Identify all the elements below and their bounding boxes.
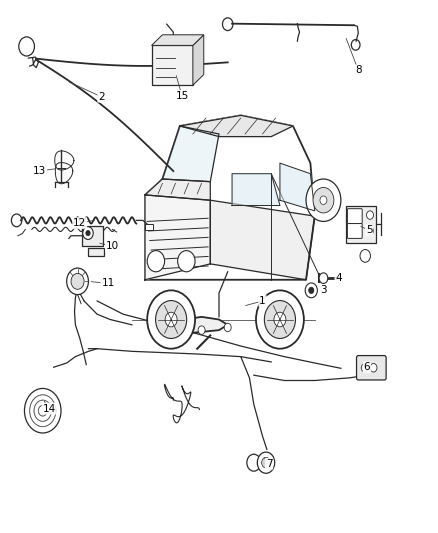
Polygon shape bbox=[152, 35, 204, 45]
Circle shape bbox=[361, 364, 368, 372]
Circle shape bbox=[224, 323, 231, 332]
Text: 1: 1 bbox=[259, 296, 266, 306]
Circle shape bbox=[165, 312, 177, 327]
Circle shape bbox=[320, 196, 327, 205]
Text: 3: 3 bbox=[320, 285, 327, 295]
Circle shape bbox=[309, 287, 314, 294]
Polygon shape bbox=[232, 174, 280, 206]
Text: 4: 4 bbox=[336, 273, 342, 283]
Polygon shape bbox=[145, 179, 210, 200]
Circle shape bbox=[155, 301, 187, 338]
Polygon shape bbox=[167, 317, 228, 333]
Circle shape bbox=[367, 211, 374, 219]
FancyBboxPatch shape bbox=[347, 209, 362, 223]
Circle shape bbox=[360, 249, 371, 262]
Circle shape bbox=[257, 452, 275, 473]
Polygon shape bbox=[210, 200, 315, 280]
Circle shape bbox=[71, 273, 84, 289]
FancyBboxPatch shape bbox=[145, 224, 153, 230]
FancyBboxPatch shape bbox=[88, 248, 104, 256]
Text: 15: 15 bbox=[175, 91, 189, 101]
Circle shape bbox=[25, 389, 61, 433]
Text: 12: 12 bbox=[73, 218, 86, 228]
Circle shape bbox=[319, 273, 328, 284]
Text: 13: 13 bbox=[33, 166, 46, 176]
Polygon shape bbox=[145, 195, 210, 280]
Polygon shape bbox=[193, 35, 204, 85]
Polygon shape bbox=[145, 115, 315, 280]
Circle shape bbox=[198, 326, 205, 334]
Circle shape bbox=[172, 323, 179, 332]
Circle shape bbox=[313, 188, 334, 213]
Circle shape bbox=[274, 312, 286, 327]
Text: 6: 6 bbox=[364, 362, 370, 372]
Circle shape bbox=[256, 290, 304, 349]
Circle shape bbox=[83, 227, 93, 239]
Circle shape bbox=[306, 179, 341, 221]
FancyBboxPatch shape bbox=[82, 226, 103, 246]
Circle shape bbox=[247, 454, 261, 471]
FancyBboxPatch shape bbox=[152, 45, 193, 85]
Polygon shape bbox=[162, 126, 219, 182]
Text: 10: 10 bbox=[106, 241, 119, 252]
Circle shape bbox=[147, 251, 165, 272]
Circle shape bbox=[370, 364, 377, 372]
Circle shape bbox=[261, 457, 270, 468]
Circle shape bbox=[67, 268, 88, 295]
FancyBboxPatch shape bbox=[347, 223, 362, 238]
FancyBboxPatch shape bbox=[346, 206, 376, 243]
Text: 8: 8 bbox=[355, 66, 362, 75]
Polygon shape bbox=[180, 115, 293, 136]
Text: 7: 7 bbox=[266, 459, 272, 469]
FancyBboxPatch shape bbox=[357, 356, 386, 380]
Circle shape bbox=[178, 251, 195, 272]
Text: 14: 14 bbox=[42, 403, 56, 414]
Circle shape bbox=[265, 301, 296, 338]
Circle shape bbox=[367, 227, 374, 235]
Polygon shape bbox=[280, 163, 315, 211]
Circle shape bbox=[305, 283, 318, 298]
Text: 2: 2 bbox=[98, 92, 105, 102]
Circle shape bbox=[86, 230, 90, 236]
Text: 11: 11 bbox=[101, 278, 115, 288]
Text: 5: 5 bbox=[366, 225, 372, 236]
Circle shape bbox=[147, 290, 195, 349]
